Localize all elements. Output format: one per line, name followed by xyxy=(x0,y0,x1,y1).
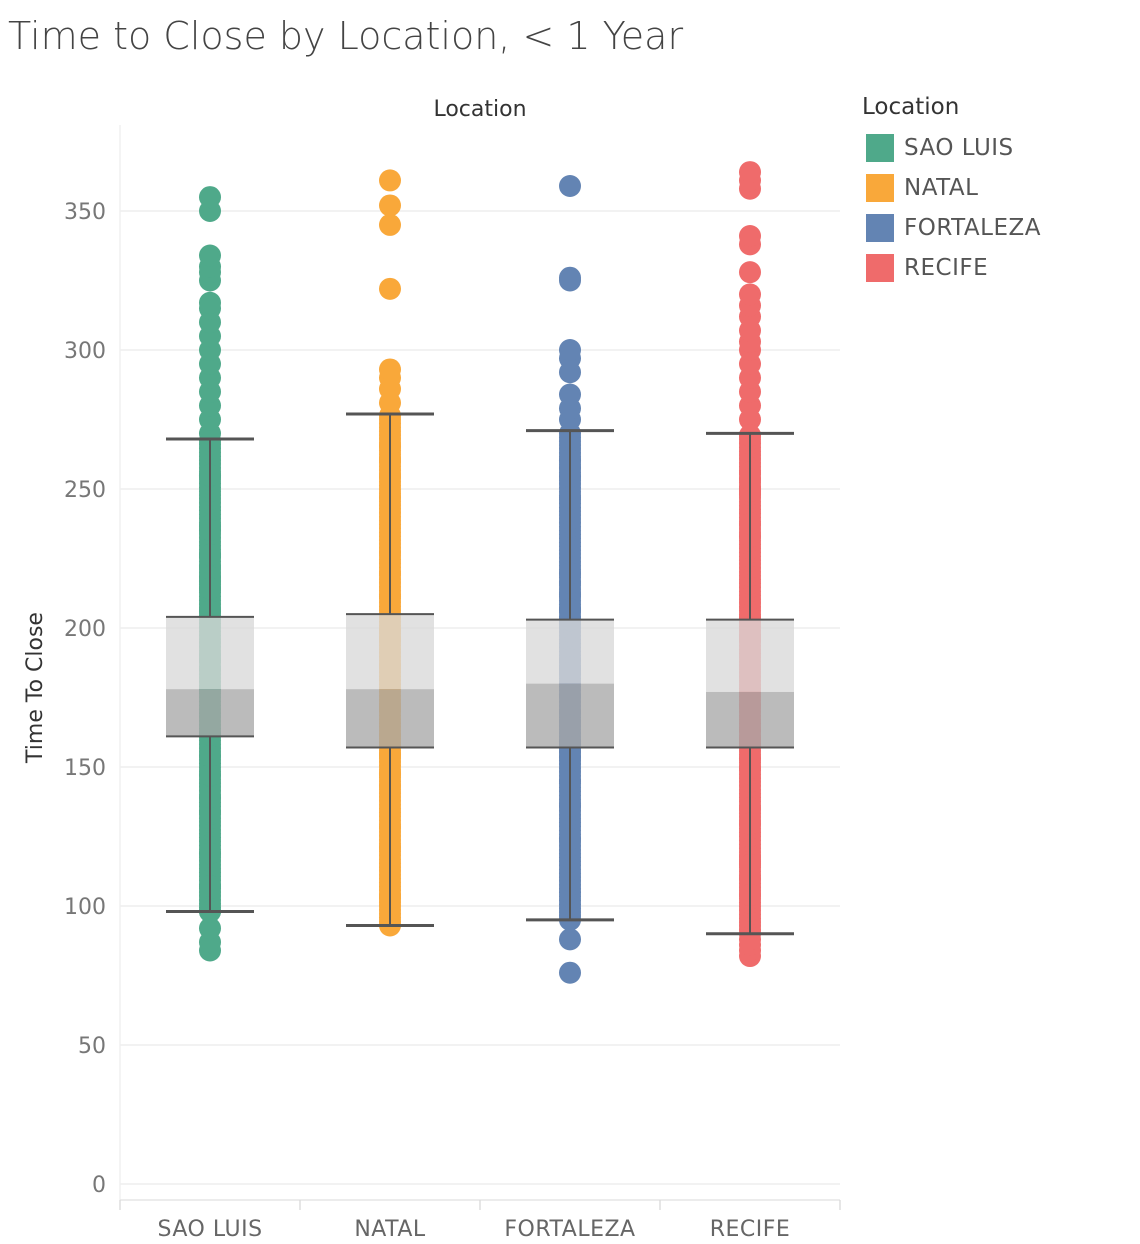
legend-label: RECIFE xyxy=(904,255,989,281)
box-upper[interactable] xyxy=(706,619,794,692)
y-tick-label: 250 xyxy=(64,478,106,503)
x-tick-label: RECIFE xyxy=(710,1217,791,1242)
y-tick-label: 300 xyxy=(64,339,106,364)
box-upper[interactable] xyxy=(346,614,434,690)
box-lower[interactable] xyxy=(166,689,254,737)
outlier-point xyxy=(739,161,761,184)
y-tick-label: 50 xyxy=(78,1034,106,1059)
x-tick-label: FORTALEZA xyxy=(504,1217,635,1242)
legend-label: FORTALEZA xyxy=(904,215,1041,241)
legend-title: Location xyxy=(862,94,960,120)
box-lower[interactable] xyxy=(706,691,794,748)
y-tick-label: 150 xyxy=(64,756,106,781)
x-tick-label: SAO LUIS xyxy=(157,1217,262,1242)
outlier-point xyxy=(559,928,581,951)
y-tick-label: 100 xyxy=(64,895,106,920)
legend-swatch xyxy=(866,254,894,282)
legend-label: SAO LUIS xyxy=(904,135,1014,161)
outlier-point xyxy=(739,261,761,284)
outlier-point xyxy=(199,917,221,940)
box-plot-chart: 0 50 100 150 200 250 300 350 Location Time To Clo… xyxy=(23,97,841,1242)
y-tick-label: 0 xyxy=(92,1173,106,1198)
outlier-point xyxy=(559,961,581,984)
outlier-point xyxy=(379,194,401,217)
outlier-point xyxy=(559,266,581,289)
outlier-point xyxy=(199,291,221,314)
legend-item-fortaleza[interactable]: FORTALEZA xyxy=(862,208,1041,248)
outlier-point xyxy=(379,169,401,192)
legend-swatch xyxy=(866,134,894,162)
x-tick-label: NATAL xyxy=(354,1217,426,1242)
outlier-point xyxy=(559,339,581,361)
outlier-point xyxy=(199,186,221,209)
outlier-point xyxy=(379,277,401,300)
legend-item-natal[interactable]: NATAL xyxy=(862,168,1041,208)
y-tick-label: 350 xyxy=(64,200,106,225)
legend-item-recife[interactable]: RECIFE xyxy=(862,248,1041,288)
y-axis-label: Time To Close xyxy=(23,612,48,764)
box-upper[interactable] xyxy=(166,616,254,690)
outlier-point xyxy=(379,358,401,381)
outlier-point xyxy=(739,225,761,248)
legend-item-sao-luis[interactable]: SAO LUIS xyxy=(862,128,1041,168)
outlier-point xyxy=(559,174,581,197)
legend-swatch xyxy=(866,214,894,242)
legend-swatch xyxy=(866,174,894,202)
box-lower[interactable] xyxy=(526,683,614,748)
outlier-point xyxy=(739,283,761,306)
legend-label: NATAL xyxy=(904,175,979,201)
box-lower[interactable] xyxy=(346,689,434,748)
box-upper[interactable] xyxy=(526,619,614,684)
outlier-point xyxy=(559,383,581,406)
y-tick-label: 200 xyxy=(64,617,106,642)
outlier-point xyxy=(379,213,401,236)
chart-title: Time to Close by Location, < 1 Year xyxy=(8,14,684,58)
outlier-point xyxy=(199,244,221,267)
column-header: Location xyxy=(433,97,526,122)
legend: Location SAO LUIS NATAL FORTALEZA RECIFE xyxy=(862,94,1041,288)
